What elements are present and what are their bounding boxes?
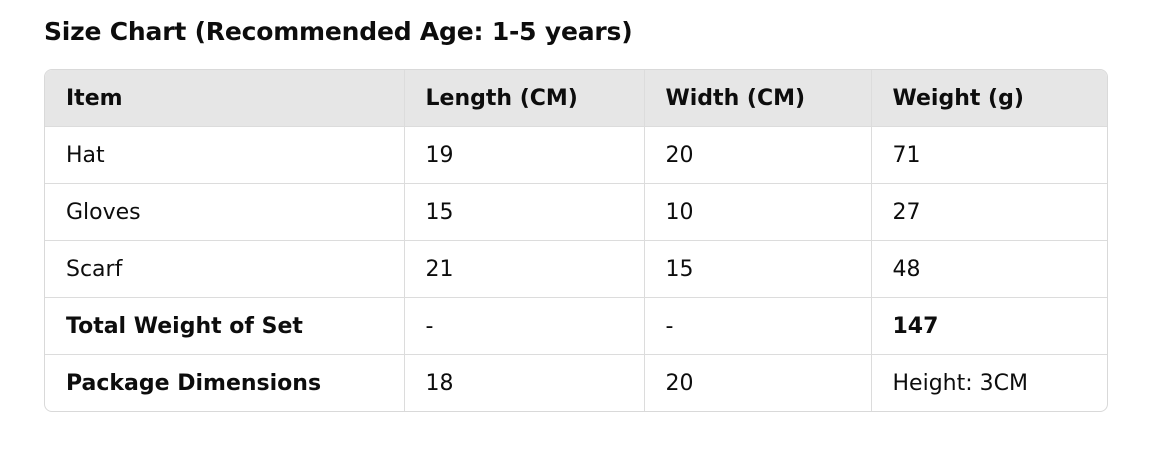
cell-item: Total Weight of Set bbox=[45, 297, 405, 355]
column-header-length: Length (CM) bbox=[404, 70, 645, 127]
cell-width: 15 bbox=[644, 240, 872, 298]
cell-length: - bbox=[404, 297, 645, 355]
cell-item: Hat bbox=[45, 126, 405, 184]
table-row: Gloves 15 10 27 bbox=[45, 183, 1107, 241]
cell-item: Scarf bbox=[45, 240, 405, 298]
cell-weight: 27 bbox=[871, 183, 1107, 241]
table-row: Scarf 21 15 48 bbox=[45, 240, 1107, 298]
column-header-width: Width (CM) bbox=[644, 70, 872, 127]
cell-weight: 147 bbox=[871, 297, 1107, 355]
table-row-package: Package Dimensions 18 20 Height: 3CM bbox=[45, 354, 1107, 411]
cell-item: Gloves bbox=[45, 183, 405, 241]
cell-weight: Height: 3CM bbox=[892, 370, 1028, 396]
cell-weight: 48 bbox=[871, 240, 1107, 298]
cell-weight: 71 bbox=[871, 126, 1107, 184]
table-row-total: Total Weight of Set - - 147 bbox=[45, 297, 1107, 355]
table-header-row: Item Length (CM) Width (CM) Weight (g) bbox=[45, 70, 1107, 127]
cell-width: 20 bbox=[644, 126, 872, 184]
cell-length: 15 bbox=[404, 183, 645, 241]
table-row: Hat 19 20 71 bbox=[45, 126, 1107, 184]
cell-width: 10 bbox=[644, 183, 872, 241]
cell-length: 21 bbox=[404, 240, 645, 298]
cell-width: 20 bbox=[644, 354, 872, 411]
size-chart-table: Item Length (CM) Width (CM) Weight (g) H… bbox=[44, 69, 1108, 412]
cell-item: Package Dimensions bbox=[45, 354, 405, 411]
cell-length: 18 bbox=[404, 354, 645, 411]
column-header-item: Item bbox=[45, 70, 405, 127]
cell-width: - bbox=[644, 297, 872, 355]
column-header-weight: Weight (g) bbox=[871, 70, 1107, 127]
page-title: Size Chart (Recommended Age: 1-5 years) bbox=[44, 17, 633, 46]
cell-length: 19 bbox=[404, 126, 645, 184]
